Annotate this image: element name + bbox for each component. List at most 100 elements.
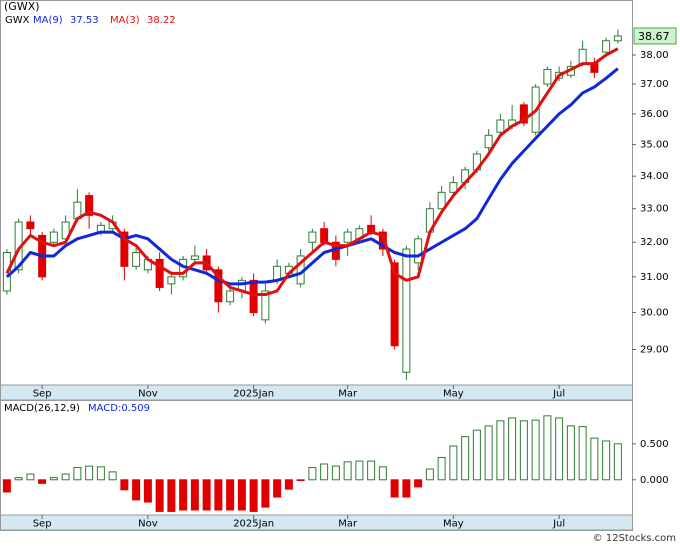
date-strip	[0, 384, 633, 401]
macd-bar	[237, 479, 246, 511]
macd-bar	[378, 466, 387, 481]
macd-bar	[555, 417, 564, 481]
macd-bar	[273, 479, 282, 498]
macd-bar	[566, 425, 575, 481]
macd-bar	[484, 425, 493, 481]
macd-bar	[284, 479, 293, 490]
candle-body	[414, 238, 423, 264]
macd-bar	[390, 479, 399, 498]
legend-label: MA(9)	[33, 15, 63, 26]
candle-body	[519, 104, 528, 124]
candle-body	[543, 68, 552, 85]
macd-bar	[26, 473, 35, 481]
candle-body	[496, 119, 505, 133]
macd-bar	[190, 479, 199, 511]
macd-bar	[578, 426, 587, 481]
legend-label: MA(3)	[110, 15, 140, 26]
candle-body	[214, 269, 223, 303]
macd-bar	[461, 436, 470, 481]
x-tick-label: Nov	[138, 519, 158, 530]
candle-body	[449, 182, 458, 193]
x-tick-label: Sep	[33, 519, 52, 530]
candle-body	[249, 279, 258, 314]
candle-body	[602, 40, 611, 53]
macd-bar	[425, 468, 434, 481]
macd-bar	[167, 479, 176, 512]
macd-bar	[613, 443, 622, 481]
y-tick-label: 30.00	[640, 308, 669, 319]
y-tick-label: 38.00	[640, 50, 669, 61]
y-tick-label: 0.500	[640, 439, 669, 450]
candle-body	[390, 262, 399, 347]
macd-bar	[343, 461, 352, 481]
candle-body	[120, 231, 129, 267]
macd-bar	[402, 479, 411, 498]
macd-bar	[143, 479, 152, 503]
y-tick-label: 33.00	[640, 204, 669, 215]
x-tick-label: Jul	[552, 389, 565, 400]
macd-bar	[355, 460, 364, 481]
macd-annotation: MACD:0.509	[88, 403, 150, 414]
candle-body	[226, 290, 235, 303]
x-tick-label: Mar	[338, 389, 358, 400]
candle-body	[155, 258, 164, 288]
candle-body	[320, 228, 329, 243]
macd-bar	[531, 419, 540, 481]
x-tick-label: Sep	[33, 389, 52, 400]
macd-bar	[602, 440, 611, 481]
macd-bar	[508, 417, 517, 481]
x-tick-label: 2025Jan	[233, 389, 274, 400]
y-tick-label: 34.00	[640, 171, 669, 182]
macd-bar	[155, 479, 164, 512]
macd-bar	[261, 479, 270, 508]
date-strip	[0, 514, 633, 531]
last-price-box	[633, 27, 677, 45]
macd-bar	[320, 463, 329, 481]
candle-body	[402, 248, 411, 373]
macd-bar	[472, 429, 481, 481]
macd-bar	[49, 477, 58, 481]
macd-bar	[308, 467, 317, 481]
candle-body	[85, 195, 94, 216]
candle-body	[132, 251, 141, 267]
macd-bar	[449, 445, 458, 481]
credit: © 12Stocks.com	[593, 533, 676, 544]
y-tick-label: 29.00	[640, 344, 669, 355]
macd-bar	[61, 473, 70, 481]
macd-bar	[14, 477, 23, 481]
macd-bar	[73, 467, 82, 481]
macd-bar	[543, 415, 552, 481]
x-tick-label: 2025Jan	[233, 519, 274, 530]
candle-body	[61, 221, 70, 240]
price-frame	[0, 0, 633, 401]
macd-bar	[496, 420, 505, 481]
legend-value: 38.22	[147, 15, 176, 26]
macd-bar	[296, 479, 305, 481]
candle-body	[613, 35, 622, 42]
x-tick-label: Nov	[138, 389, 158, 400]
y-tick-label: 37.00	[640, 79, 669, 90]
macd-bar	[226, 479, 235, 511]
macd-bar	[414, 479, 423, 488]
candle-body	[484, 134, 493, 149]
x-tick-label: May	[443, 519, 464, 530]
moving-average-line	[5, 67, 619, 286]
moving-average-line	[5, 47, 619, 297]
macd-bar	[96, 466, 105, 481]
y-tick-label: 0.000	[640, 475, 669, 486]
chart-title: (GWX)	[4, 0, 40, 13]
candle-body	[308, 231, 317, 243]
macd-bar	[132, 479, 141, 501]
candle-body	[26, 221, 35, 230]
candle-body	[578, 48, 587, 65]
candle-body	[343, 231, 352, 243]
macd-bar	[120, 479, 129, 491]
macd-bar	[519, 420, 528, 481]
y-tick-label: 32.00	[640, 237, 669, 248]
candle-body	[190, 255, 199, 260]
x-tick-label: May	[443, 389, 464, 400]
candle-body	[49, 231, 58, 243]
y-tick-label: 31.00	[640, 272, 669, 283]
y-tick-label: 36.00	[640, 109, 669, 120]
